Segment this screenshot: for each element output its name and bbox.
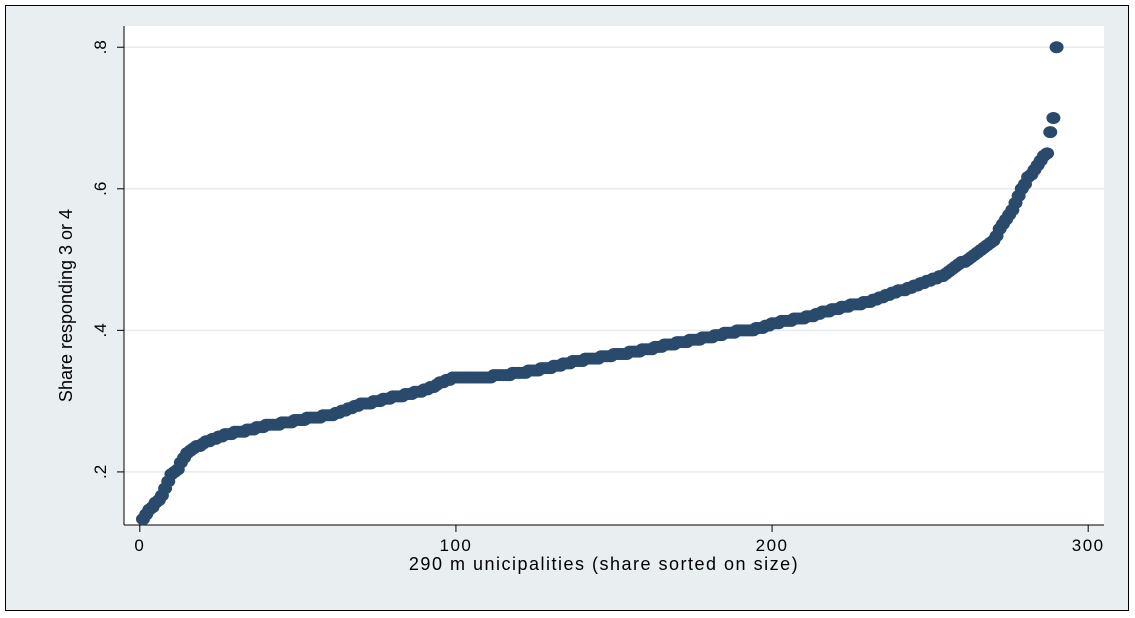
data-points	[135, 41, 1064, 526]
data-point	[1040, 147, 1055, 160]
chart-frame: .2 .4 .6 .8 0 100 200 300 Share responding 3 or…	[5, 5, 1129, 611]
gridlines	[124, 46, 1104, 473]
y-tick-label: .4	[91, 323, 110, 337]
x-tick-label: 200	[756, 536, 789, 555]
x-axis-title: 290 m unicipalities (share sorted on siz…	[409, 554, 799, 574]
y-tick-label: .2	[91, 465, 110, 479]
data-point	[1046, 112, 1061, 125]
data-point	[1049, 41, 1064, 54]
x-tick-label: 300	[1072, 536, 1105, 555]
y-axis-title: Share responding 3 or 4	[56, 209, 76, 402]
y-tick-label: .6	[91, 182, 110, 196]
chart-svg: .2 .4 .6 .8 0 100 200 300 Share responding 3 or…	[56, 26, 1105, 574]
y-tick-label: .8	[91, 40, 110, 54]
axes: .2 .4 .6 .8 0 100 200 300	[91, 26, 1105, 555]
x-tick-label: 0	[134, 536, 145, 555]
plot-area	[124, 26, 1104, 525]
x-tick-label: 100	[439, 536, 472, 555]
data-point	[1043, 126, 1058, 139]
